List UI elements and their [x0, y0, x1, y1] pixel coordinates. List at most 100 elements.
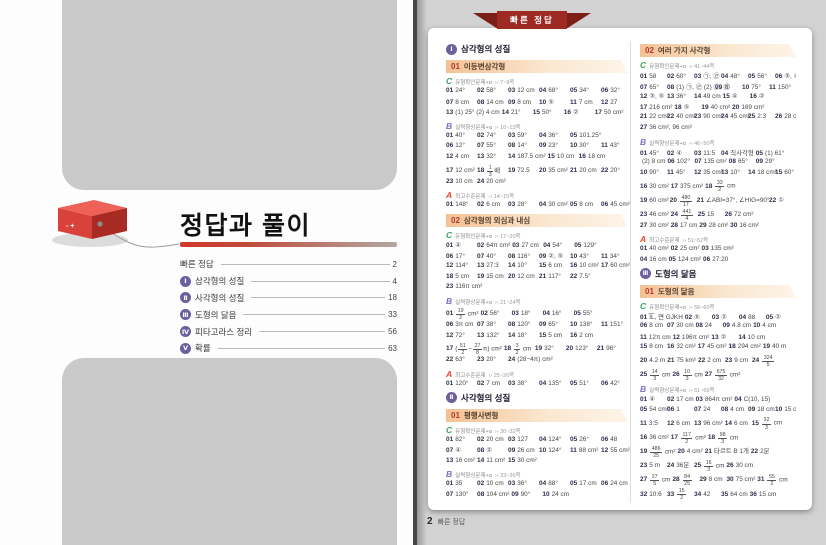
- answer-item: 06 102°: [667, 158, 692, 165]
- answer-line: 16 36 cm² 17 117 2 cm² 18 98 3 cm: [640, 431, 796, 445]
- answer-value: 123°: [575, 345, 589, 353]
- answer-number: 23: [477, 356, 485, 364]
- answer-value: 38°: [517, 379, 527, 387]
- answer-number: 01: [640, 149, 648, 157]
- level-b-header: B 실력향상문제+α ›› 46~50쪽: [640, 137, 796, 147]
- answer-item: 21 75 km²: [667, 357, 696, 364]
- answer-item: 23 20°: [477, 356, 506, 363]
- answer-item: 17 375 cm²: [671, 183, 703, 190]
- level-grade-letter: C: [446, 76, 453, 86]
- answer-number: 09: [539, 142, 547, 150]
- answer-value: 17 cm: [579, 480, 597, 488]
- answer-item: 10 90°: [640, 169, 665, 176]
- answer-number: 21: [539, 272, 547, 280]
- answer-value: ①: [778, 196, 784, 204]
- answer-value: ④: [649, 396, 655, 404]
- answer-number: 08: [728, 158, 736, 166]
- answer-number: 07: [477, 252, 485, 260]
- answer-value: 45°: [649, 149, 659, 157]
- answer-number: 07: [446, 447, 454, 455]
- answer-value: 64π cm²: [486, 241, 511, 249]
- answer-item: 25 2:3: [748, 113, 773, 120]
- answer-item: 05 34°: [570, 87, 599, 94]
- answer-number: 20: [508, 272, 516, 280]
- answer-line: 17(51 2−27 8 π) cm² 18 3 2 cm 19 32° 20 123° 21 96°: [446, 342, 628, 356]
- answer-number: 20: [677, 448, 685, 456]
- answer-item: 09 65°: [539, 321, 568, 328]
- answer-item: 32 10:6: [640, 491, 665, 498]
- answer-number: 14: [508, 152, 516, 160]
- answer-item: 14 187.5 cm²: [508, 153, 546, 160]
- answer-number: 08: [667, 83, 675, 91]
- level-c-header: C 유형확인문제+α ›› 17~20쪽: [446, 230, 628, 240]
- answer-number: 13: [694, 419, 702, 427]
- answer-item: 06 24 cm: [601, 480, 630, 487]
- answer-item: 06 3π cm: [446, 321, 475, 328]
- toc-page-number: 2: [392, 259, 397, 269]
- answer-value: 14 cm: [486, 98, 504, 106]
- answer-number: 24: [670, 210, 678, 218]
- answer-item: 14 6 cm: [725, 420, 750, 427]
- answer-number: 27: [640, 123, 648, 131]
- answer-item: 11 3:5: [640, 420, 665, 427]
- answer-item: 13 ②: [711, 333, 736, 341]
- answer-number: 19: [701, 103, 709, 111]
- answer-number: 15: [539, 262, 547, 270]
- answer-value: ②, ⑤: [548, 252, 564, 260]
- answer-value: ②: [486, 447, 492, 455]
- answer-item: 20 123°: [566, 345, 595, 352]
- answer-item: 19 40 cm²: [701, 104, 730, 111]
- answer-value: 40 m: [772, 343, 787, 351]
- answer-number: 13: [711, 333, 719, 341]
- answer-item: 09 26 cm: [508, 447, 537, 454]
- answer-line: 32 10:6 33 15 2 34 42 35 64 cm 36 15 cm: [640, 487, 796, 501]
- answer-number: 02: [480, 310, 488, 318]
- answer-number: 05: [574, 241, 582, 249]
- answer-item: 11 43°: [601, 142, 630, 149]
- answer-value: 32°: [486, 152, 496, 160]
- answer-value: 30 cm²: [548, 201, 568, 209]
- level-grade-letter: B: [640, 384, 647, 395]
- answer-value: 116π cm²: [455, 283, 483, 291]
- box-front-face: [58, 208, 92, 239]
- level-a-header: A 최고수준문제 ›› 14~15쪽: [446, 190, 628, 200]
- answer-item: 10 124°: [539, 447, 568, 454]
- answer-number: 11: [640, 419, 647, 427]
- answer-number: 25: [640, 371, 648, 379]
- chapter-number-badge: Ⅰ: [180, 275, 191, 287]
- answer-number: 03: [508, 480, 516, 488]
- answer-value: 72 cm²: [734, 210, 754, 218]
- answer-number: 10: [542, 490, 550, 498]
- answer-value: 130°: [455, 490, 469, 498]
- answer-value: 75 km²: [676, 357, 696, 365]
- answer-item: 06 48: [601, 436, 630, 443]
- answer-number: 03: [694, 73, 702, 80]
- level-a-header: A 최고수준문제 ›› 51~52쪽: [640, 234, 796, 244]
- answer-number: 23: [446, 177, 454, 185]
- book-spine: [413, 0, 417, 545]
- answer-item: 08 ②: [477, 446, 506, 454]
- answer-number: 05: [570, 131, 578, 139]
- level-b-header: B 실력향상문제+α ›› 61~66쪽: [640, 384, 796, 394]
- answer-number: 23: [640, 462, 648, 470]
- answer-value: 63°: [455, 356, 465, 364]
- level-page-range: ›› 51~52쪽: [682, 238, 709, 245]
- answer-number: 01: [640, 313, 648, 321]
- fraction-numerator: 441: [681, 208, 693, 216]
- level-page-range: ›› 33~36쪽: [494, 473, 521, 480]
- toc-item-label: 도형의 닮음: [195, 309, 237, 320]
- answer-line: 06 12° 07 55° 08 14° 09 23° 10 30° 11 43°: [446, 142, 628, 152]
- answer-item: 16 32 cm²: [667, 343, 696, 350]
- unit-header: 01 이등변삼각형: [446, 60, 628, 73]
- fraction: 27 8: [473, 343, 482, 356]
- answer-number: 04: [734, 396, 742, 404]
- answer-value: 90°: [520, 490, 531, 498]
- answer-value: 187.5 cm²: [517, 152, 546, 160]
- answer-item: 14 18 cm²: [748, 169, 777, 176]
- answer-value: 82°: [455, 435, 465, 443]
- answer-number: 16: [570, 262, 578, 270]
- answer-value: 15 2: [676, 487, 687, 501]
- answer-number: 08: [721, 405, 729, 413]
- level-page-range: ›› 41~44쪽: [688, 64, 715, 70]
